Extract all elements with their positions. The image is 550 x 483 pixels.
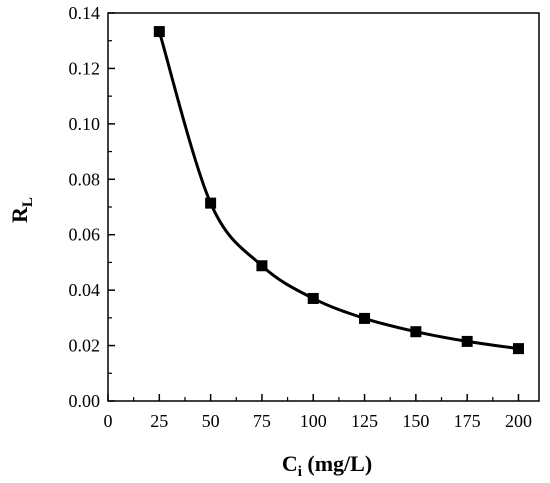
x-tick-label: 150 (402, 411, 429, 431)
x-tick-label: 200 (505, 411, 532, 431)
series-line (157, 31, 519, 351)
data-point-marker (205, 197, 217, 209)
x-tick-label: 125 (351, 411, 378, 431)
x-axis-title: Ci (mg/L) (282, 451, 372, 480)
y-tick-label: 0.08 (69, 169, 101, 189)
data-point-marker (256, 260, 268, 272)
x-tick-label: 175 (454, 411, 481, 431)
data-point-marker (512, 343, 524, 355)
y-tick-label: 0.10 (69, 114, 101, 134)
y-axis-title-sub: L (20, 197, 36, 207)
x-axis-title-sub: i (298, 464, 302, 480)
y-tick-label: 0.04 (69, 280, 101, 300)
x-tick-label: 50 (202, 411, 220, 431)
x-tick-label: 100 (300, 411, 327, 431)
data-point-marker (410, 326, 422, 338)
y-axis-title-main: R (7, 206, 32, 223)
y-axis-title: RL (7, 197, 36, 223)
x-axis-title-units: (mg/L) (302, 451, 372, 476)
data-point-marker (307, 292, 319, 304)
x-tick-label: 25 (150, 411, 168, 431)
plot-frame (107, 12, 540, 402)
y-tick-label: 0.02 (69, 336, 101, 356)
x-tick-label: 0 (104, 411, 113, 431)
y-tick-label: 0.12 (69, 58, 101, 78)
data-point-marker (153, 26, 165, 38)
tick-labels-layer: 0 25 50 75 100 125 150 175 200 0.00 0.02 0.04 0.06 0.… (69, 3, 532, 431)
x-tick-label: 75 (253, 411, 271, 431)
data-point-marker (359, 312, 371, 324)
x-axis-title-main: C (282, 451, 298, 476)
data-point-marker (461, 335, 473, 347)
y-tick-label: 0.06 (69, 225, 101, 245)
markers-layer (153, 26, 524, 355)
y-tick-label: 0.14 (69, 3, 101, 23)
y-tick-label: 0.00 (69, 391, 101, 411)
